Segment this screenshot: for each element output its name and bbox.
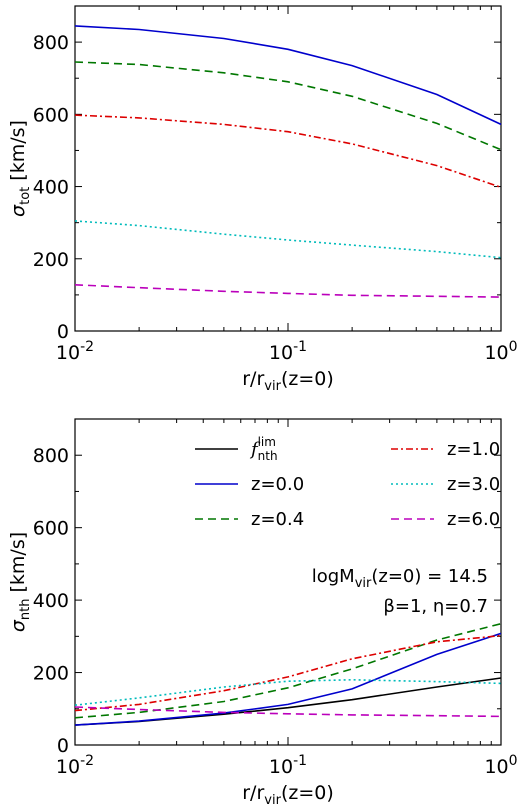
legend-label: z=3.0 bbox=[447, 474, 500, 495]
legend-label: fnthlim bbox=[249, 435, 278, 463]
series-line-z-3-0 bbox=[74, 220, 502, 259]
x-tick-label: 10-2 bbox=[56, 753, 94, 778]
x-axis-label: r/rvir(z=0) bbox=[242, 782, 334, 805]
x-axis-label: r/rvir(z=0) bbox=[242, 368, 334, 394]
y-tick-label: 0 bbox=[57, 735, 69, 757]
x-tick-label: 10-1 bbox=[269, 339, 307, 364]
series-line-z-0-0 bbox=[74, 632, 502, 726]
y-axis-label: σtot [km/s] bbox=[7, 120, 33, 217]
y-tick-label: 400 bbox=[33, 177, 69, 199]
annotation-params: β=1, η=0.7 bbox=[383, 596, 488, 617]
series-group bbox=[74, 25, 502, 298]
x-tick-label: 10-2 bbox=[56, 339, 94, 364]
series-line-z-3-0 bbox=[74, 678, 502, 706]
series-line-z-1-0 bbox=[74, 114, 502, 189]
y-axis-label: σnth [km/s] bbox=[7, 532, 33, 632]
y-tick-label: 200 bbox=[33, 249, 69, 271]
x-tick-label: 100 bbox=[484, 753, 517, 778]
series-line-z-0-0 bbox=[74, 25, 502, 126]
series-line-z-1-0 bbox=[74, 634, 502, 712]
series-line-z-6-0 bbox=[74, 284, 502, 298]
x-tick-label: 100 bbox=[484, 339, 517, 364]
y-tick-label: 600 bbox=[33, 518, 69, 540]
legend-label: z=0.0 bbox=[251, 474, 304, 495]
y-tick-label: 200 bbox=[33, 663, 69, 685]
y-tick-label: 800 bbox=[33, 32, 69, 54]
legend-label: z=6.0 bbox=[447, 509, 500, 530]
chart-panel-2: 0 200 400 600 800 10-2 10-1 100 r/rvir(z=0) σnth … bbox=[7, 418, 518, 805]
series-line-z-0-4 bbox=[74, 622, 502, 719]
y-tick-label: 0 bbox=[57, 321, 69, 343]
series-line-z-0-4 bbox=[74, 61, 502, 151]
legend-label: z=0.4 bbox=[251, 509, 304, 530]
series-line-f-nth-lim bbox=[74, 677, 502, 726]
legend-label: z=1.0 bbox=[447, 439, 500, 460]
annotation-mass: logMvir(z=0) = 14.5 bbox=[312, 566, 488, 591]
chart-panel-1: 0 200 400 600 800 10-2 10-1 100 r/rvir(z=0) σtot … bbox=[7, 5, 518, 394]
y-tick-label: 800 bbox=[33, 445, 69, 467]
series-group bbox=[74, 622, 502, 726]
y-tick-label: 400 bbox=[33, 590, 69, 612]
x-tick-label: 10-1 bbox=[269, 753, 307, 778]
plot-frame bbox=[74, 5, 502, 332]
series-line-z-6-0 bbox=[74, 706, 502, 718]
legend: fnthlim z=0.0 z=0.4 z=1.0 z=3.0 z=6.0 bbox=[195, 435, 500, 530]
y-tick-label: 600 bbox=[33, 104, 69, 126]
